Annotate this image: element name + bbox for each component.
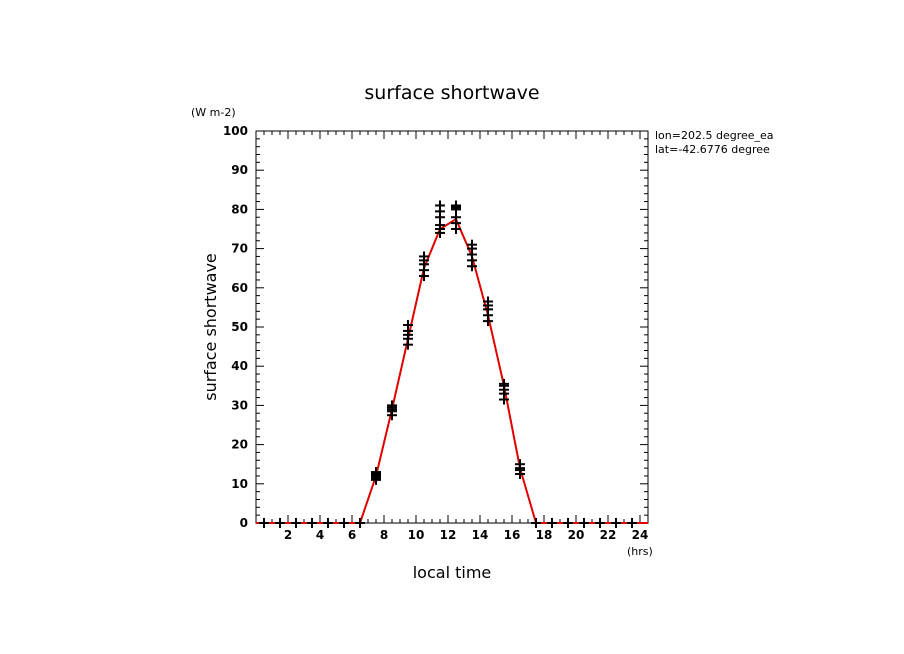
- axis-ticks: 2 4 6 8 10 12 14 16 18 20 22 2401020304050607080901…: [223, 124, 649, 542]
- y-tick-label: 100: [223, 124, 248, 138]
- y-tick-label: 30: [231, 398, 248, 412]
- y-tick-label: 40: [231, 359, 248, 373]
- x-axis-label: local time: [413, 563, 492, 582]
- x-tick-label: 8: [380, 528, 388, 542]
- y-tick-label: 60: [231, 281, 248, 295]
- plot-frame: [255, 130, 649, 524]
- data-point-marker: [275, 518, 285, 528]
- x-tick-label: 20: [568, 528, 585, 542]
- x-tick-label: 2: [284, 528, 292, 542]
- data-point-marker: [467, 239, 477, 250]
- data-point-marker: [355, 518, 365, 528]
- x-unit-label: (hrs): [627, 545, 653, 558]
- data-point-marker: [339, 518, 349, 528]
- data-point-marker: [419, 251, 429, 262]
- series-layer: [256, 200, 648, 528]
- data-point-marker: [579, 518, 589, 528]
- annotation-lon: lon=202.5 degree_ea: [655, 129, 774, 142]
- data-point-marker: [291, 518, 301, 528]
- y-tick-label: 80: [231, 202, 248, 216]
- y-tick-label: 90: [231, 163, 248, 177]
- data-point-marker: [323, 518, 333, 528]
- data-point-marker: [371, 472, 381, 483]
- data-point-marker: [307, 518, 317, 528]
- data-point-marker: [595, 518, 605, 528]
- x-tick-label: 6: [348, 528, 356, 542]
- data-point-marker: [531, 518, 541, 528]
- x-tick-label: 18: [536, 528, 553, 542]
- data-point-marker: [403, 320, 413, 331]
- x-tick-label: 14: [472, 528, 489, 542]
- y-tick-label: 50: [231, 320, 248, 334]
- x-tick-label: 22: [600, 528, 617, 542]
- x-tick-label: 24: [632, 528, 649, 542]
- chart-title: surface shortwave: [364, 82, 539, 104]
- y-axis-label: surface shortwave: [201, 253, 220, 401]
- data-point-marker: [259, 518, 269, 528]
- data-point-marker: [387, 400, 397, 411]
- data-point-marker: [515, 459, 525, 470]
- x-tick-label: 10: [408, 528, 425, 542]
- y-tick-label: 10: [231, 477, 248, 491]
- series-line: [256, 217, 648, 524]
- data-point-marker: [435, 200, 445, 211]
- data-point-marker: [451, 202, 461, 213]
- data-point-marker: [611, 518, 621, 528]
- x-tick-label: 12: [440, 528, 457, 542]
- y-tick-label: 0: [240, 516, 248, 530]
- annotation-lat: lat=-42.6776 degree: [655, 143, 770, 156]
- y-tick-label: 70: [231, 242, 248, 256]
- y-tick-label: 20: [231, 438, 248, 452]
- data-point-marker: [483, 296, 493, 307]
- data-point-marker: [547, 518, 557, 528]
- y-unit-label: (W m-2): [191, 106, 236, 119]
- x-tick-label: 16: [504, 528, 521, 542]
- data-point-marker: [499, 378, 509, 389]
- x-tick-label: 4: [316, 528, 324, 542]
- data-point-marker: [627, 518, 637, 528]
- data-point-marker: [563, 518, 573, 528]
